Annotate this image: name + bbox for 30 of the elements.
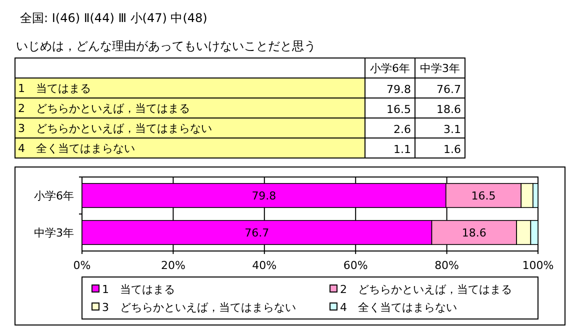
- legend-label: 3 どちらかといえば，当てはまらない: [102, 301, 296, 314]
- data-label: 18.6: [462, 226, 486, 240]
- text: 1.6: [444, 143, 461, 156]
- text: 79.8: [386, 83, 411, 96]
- text: 3 どちらかといえば，当てはまらない: [18, 122, 212, 135]
- legend-label: 1 当てはまる: [102, 283, 175, 296]
- text: 小学6年: [370, 62, 410, 75]
- x-tick-label: 20%: [160, 259, 186, 272]
- legend-label: 2 どちらかといえば，当てはまる: [340, 283, 512, 296]
- text: いじめは，どんな理由があってもいけないことだと思う: [16, 39, 316, 53]
- text: 3.1: [444, 123, 461, 136]
- x-tick-label: 100%: [522, 259, 554, 272]
- text: 2 どちらかといえば，当てはまる: [18, 102, 190, 115]
- text: 76.7: [436, 83, 461, 96]
- text: 全国: Ⅰ(46) Ⅱ(44) Ⅲ 小(47) 中(48): [20, 11, 208, 25]
- x-tick-label: 80%: [434, 259, 460, 272]
- legend-label: 4 全く当てはまらない: [340, 301, 457, 314]
- text: 18.6: [436, 103, 461, 116]
- x-tick-label: 40%: [252, 259, 277, 272]
- data-label: 16.5: [471, 190, 496, 202]
- text: 1 当てはまる: [18, 82, 91, 95]
- x-tick-label: 60%: [343, 259, 368, 272]
- text: 16.5: [386, 103, 411, 116]
- text: 中学3年: [420, 62, 460, 75]
- data-label: 79.8: [252, 190, 276, 202]
- text: 2.6: [394, 123, 411, 136]
- text: 1.1: [394, 143, 411, 156]
- text: 4 全く当てはまらない: [18, 142, 135, 155]
- x-tick-label: 0%: [73, 259, 91, 272]
- data-label: 76.7: [244, 226, 270, 240]
